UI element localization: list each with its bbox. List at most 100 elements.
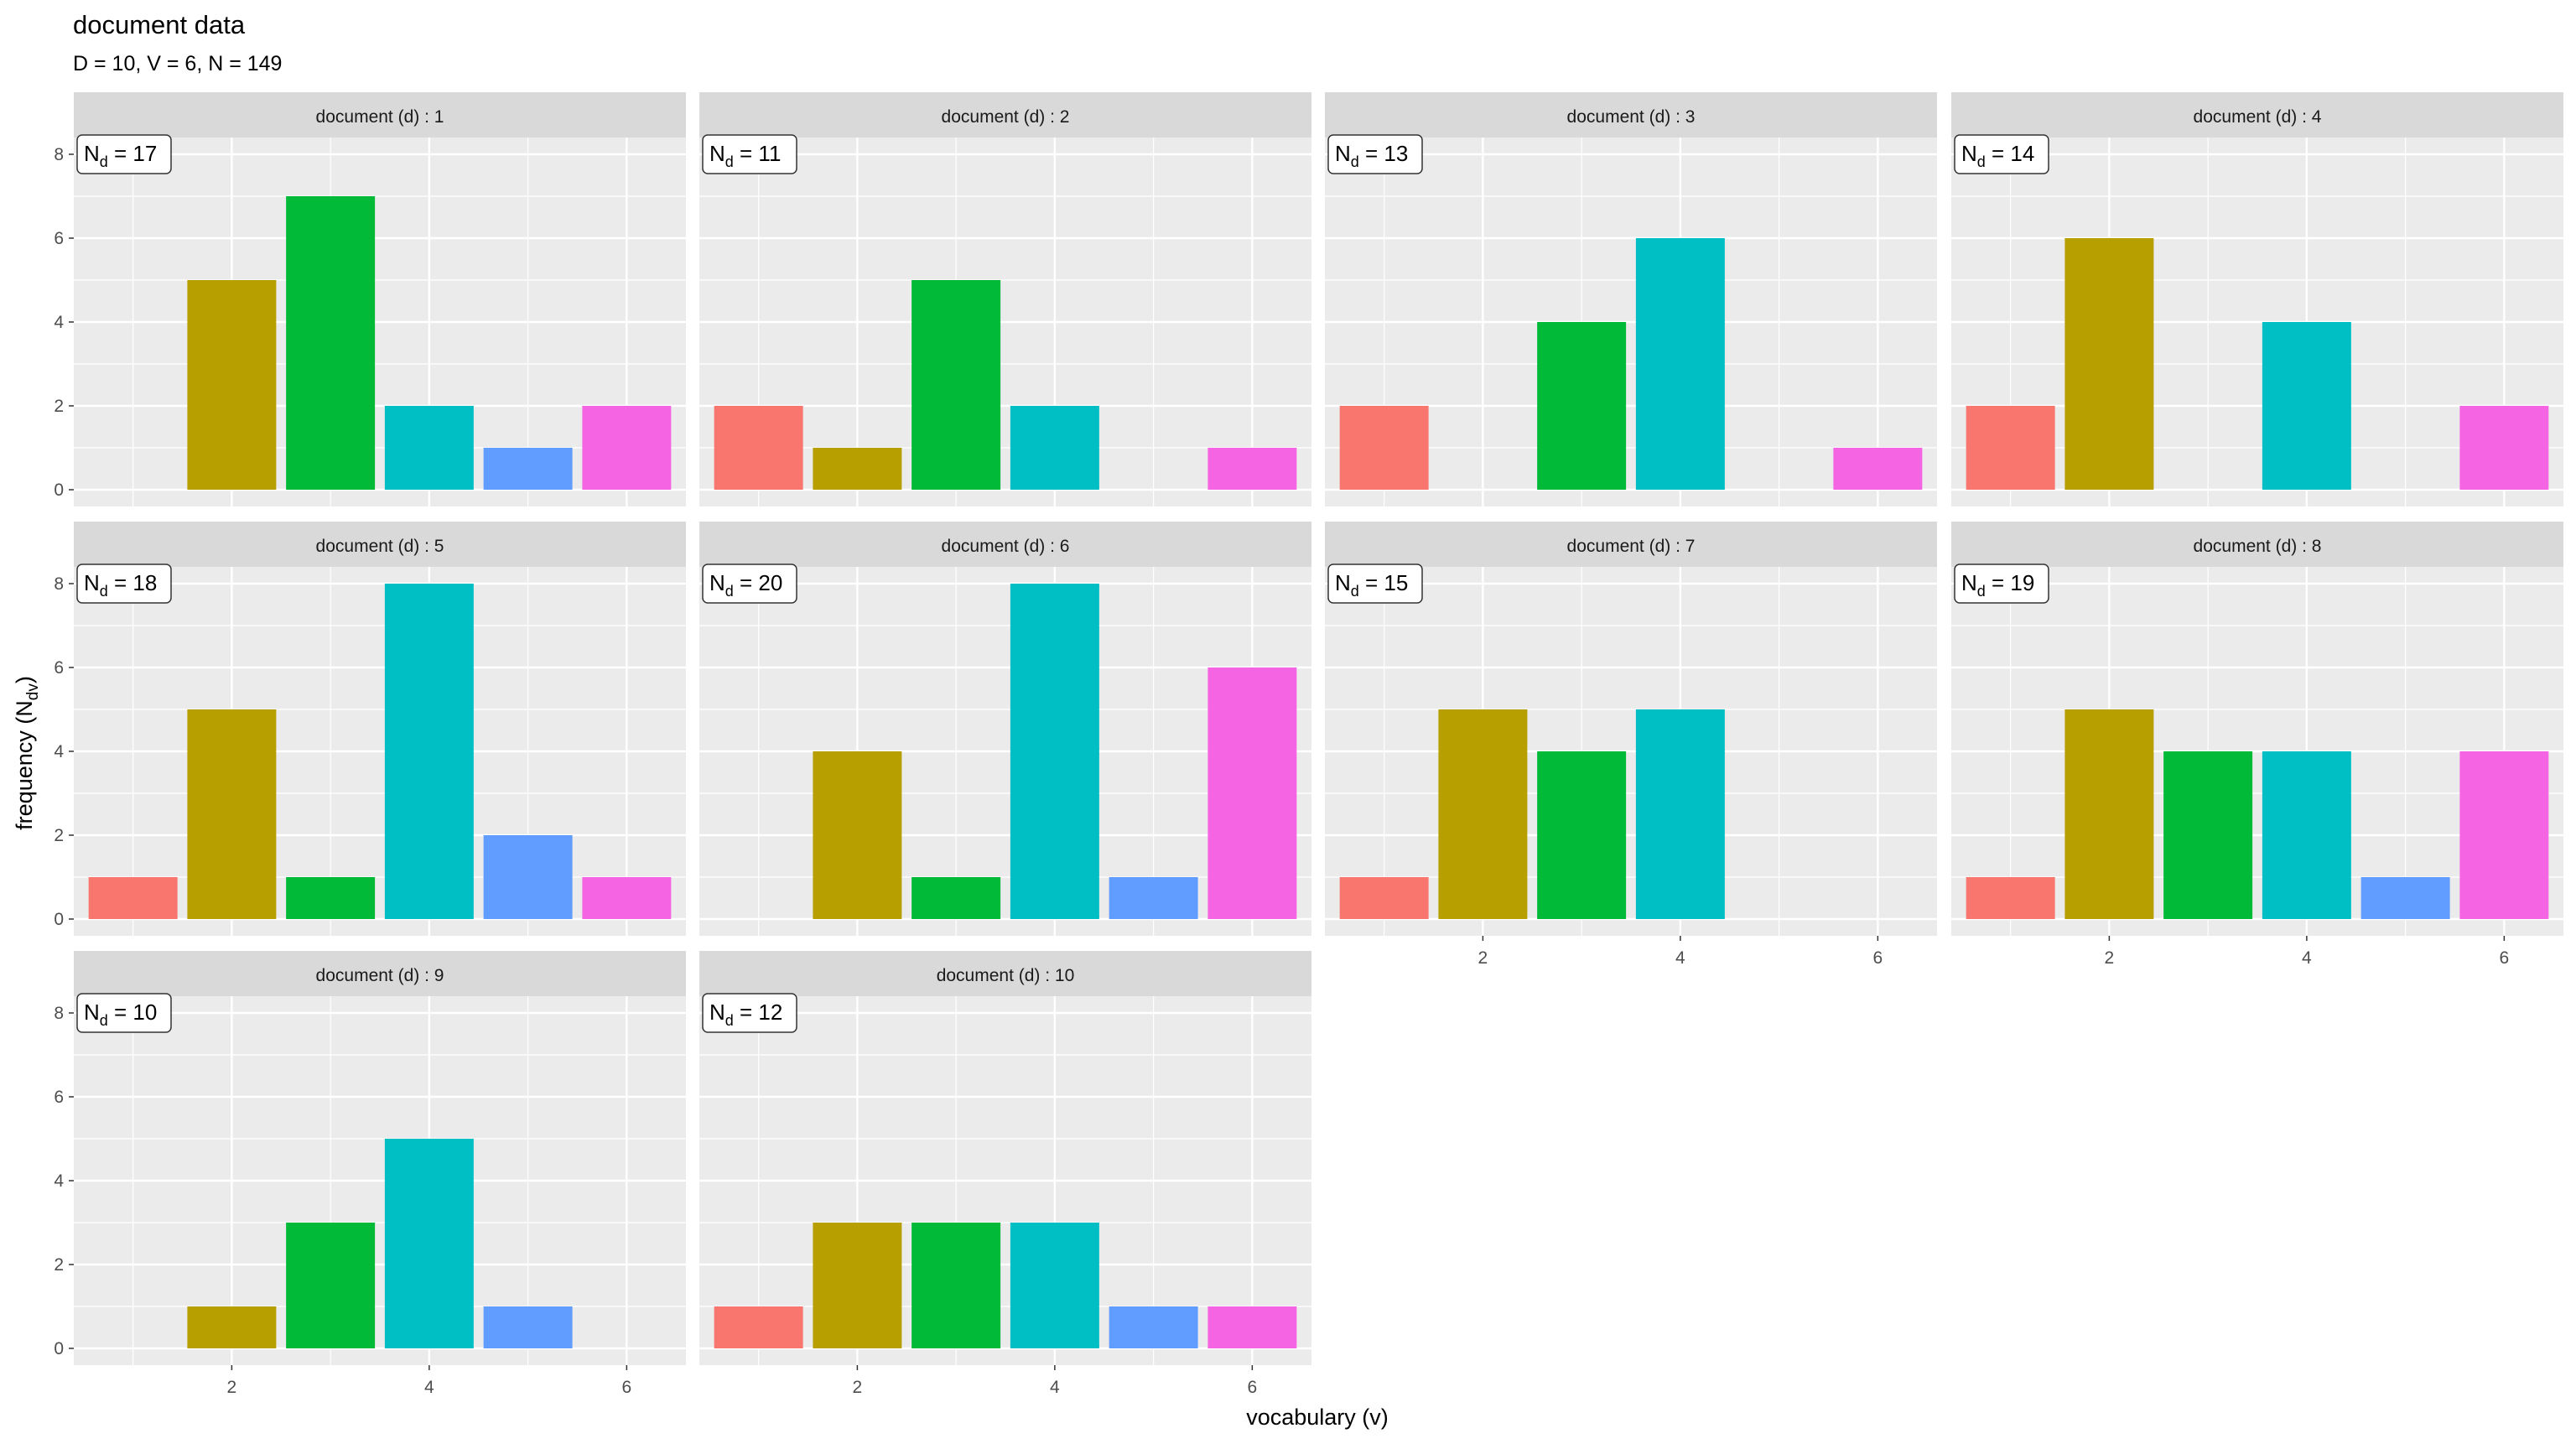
bar-v3 [911, 1223, 1001, 1348]
bar-v4 [384, 584, 474, 919]
nd-label-main: N [1961, 570, 1977, 595]
facet-strip-label: document (d) : 3 [1567, 107, 1696, 127]
bar-v2 [813, 448, 902, 490]
nd-label-box [1954, 564, 2049, 604]
facet-panel: document (d) : 5 Nd = 18 0 2 4 6 8 [54, 522, 686, 936]
facet-strip [1325, 92, 1937, 138]
nd-label-subscript: d [1977, 583, 1986, 600]
x-tick-label: 4 [424, 1378, 434, 1397]
bar-v6 [582, 406, 672, 490]
nd-label-subscript: d [1351, 153, 1359, 170]
y-tick-label: 4 [54, 742, 64, 761]
bar-v3 [286, 877, 376, 919]
facet-strip [74, 92, 686, 138]
bar-v1 [1339, 877, 1429, 919]
bar-v3 [286, 196, 376, 490]
nd-label-main: N [709, 570, 725, 595]
bar-v6 [582, 877, 672, 919]
bar-v1 [88, 877, 178, 919]
nd-label-subscript: d [1351, 583, 1359, 600]
bar-v2 [2064, 238, 2154, 490]
bar-v5 [1109, 1306, 1198, 1348]
bar-v3 [1537, 751, 1627, 919]
facet-strip-label: document (d) : 8 [2194, 537, 2322, 556]
facet-panel: document (d) : 8 Nd = 19 2 4 6 [1951, 522, 2563, 968]
nd-label-main: N [84, 570, 100, 595]
nd-label: Nd = 12 [709, 1000, 782, 1029]
bar-v1 [714, 1306, 803, 1348]
nd-label: Nd = 18 [84, 570, 157, 600]
nd-label-box [76, 993, 172, 1033]
x-tick-label: 6 [2500, 948, 2510, 968]
y-tick-label: 8 [54, 1004, 64, 1023]
nd-label: Nd = 14 [1961, 141, 2034, 170]
nd-label-box [1954, 134, 2049, 174]
facet-strip-label: document (d) : 5 [316, 537, 444, 556]
x-tick-label: 4 [1050, 1378, 1060, 1397]
bar-v2 [1438, 709, 1528, 919]
x-axis-title: vocabulary (v) [1246, 1405, 1389, 1430]
bar-v2 [813, 1223, 902, 1348]
bar-v4 [1010, 584, 1099, 919]
nd-label-subscript: d [725, 1012, 734, 1029]
bar-v4 [1010, 1223, 1099, 1348]
x-tick-label: 4 [1675, 948, 1685, 968]
nd-label-subscript: d [725, 583, 734, 600]
y-tick-label: 2 [54, 1255, 64, 1275]
nd-label-box [76, 564, 172, 604]
bar-v3 [2163, 751, 2253, 919]
bar-v1 [1966, 406, 2055, 490]
chart-subtitle: D = 10, V = 6, N = 149 [73, 52, 282, 75]
bar-v6 [2459, 406, 2549, 490]
y-axis-title-close: ) [12, 676, 37, 683]
nd-label-box [76, 134, 172, 174]
y-tick-label: 0 [54, 1339, 64, 1358]
facet-strip-label: document (d) : 9 [316, 966, 444, 985]
facet-strip-label: document (d) : 7 [1567, 537, 1696, 556]
facet-panel: document (d) : 6 Nd = 20 [699, 522, 1311, 936]
facet-panel: document (d) : 10 Nd = 12 2 4 6 [699, 951, 1311, 1397]
facet-strip-label: document (d) : 4 [2194, 107, 2322, 127]
x-tick-label: 2 [2105, 948, 2115, 968]
y-tick-label: 4 [54, 1171, 64, 1191]
bar-v5 [483, 1306, 573, 1348]
bar-v3 [286, 1223, 376, 1348]
y-tick-label: 8 [54, 145, 64, 164]
nd-label-value: = 11 [734, 141, 782, 166]
facet-strip [1951, 92, 2563, 138]
x-tick-label: 6 [1873, 948, 1883, 968]
bar-v5 [1109, 877, 1198, 919]
nd-label-value: = 13 [1359, 141, 1409, 166]
facet-panel: document (d) : 3 Nd = 13 [1325, 92, 1937, 506]
y-tick-label: 8 [54, 574, 64, 594]
nd-label: Nd = 15 [1335, 570, 1408, 600]
nd-label-box [702, 993, 797, 1033]
bar-v5 [483, 448, 573, 490]
y-tick-label: 2 [54, 397, 64, 416]
nd-label-subscript: d [100, 583, 108, 600]
nd-label-subscript: d [725, 153, 734, 170]
bar-v5 [2360, 877, 2450, 919]
bar-v4 [1010, 406, 1099, 490]
bar-v4 [384, 406, 474, 490]
nd-label: Nd = 19 [1961, 570, 2034, 600]
nd-label-box [1327, 564, 1423, 604]
nd-label-main: N [1335, 570, 1351, 595]
facet-strip-label: document (d) : 6 [942, 537, 1070, 556]
facet-strip [699, 522, 1311, 567]
bar-v6 [2459, 751, 2549, 919]
y-tick-label: 0 [54, 910, 64, 929]
facet-strip-label: document (d) : 10 [937, 966, 1075, 985]
nd-label-main: N [1961, 141, 1977, 166]
nd-label-subscript: d [100, 153, 108, 170]
facet-strip [1325, 522, 1937, 567]
bar-v2 [187, 709, 277, 919]
y-axis-title: frequency (Ndv) [12, 676, 42, 830]
bar-v1 [714, 406, 803, 490]
x-tick-label: 2 [1478, 948, 1488, 968]
facet-strip-label: document (d) : 1 [316, 107, 444, 127]
x-tick-label: 2 [227, 1378, 237, 1397]
nd-label-value: = 18 [108, 570, 158, 595]
bar-v1 [1339, 406, 1429, 490]
bar-v4 [384, 1139, 474, 1348]
